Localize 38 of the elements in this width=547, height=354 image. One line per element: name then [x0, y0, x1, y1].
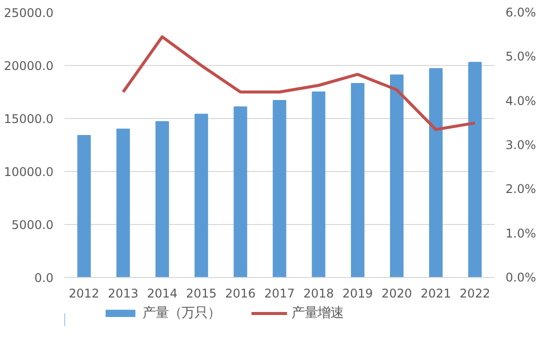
y2-tick-label: 3.0% — [506, 138, 536, 152]
x-tick-label: 2018 — [303, 286, 334, 300]
y-tick-label: 5000.0 — [12, 218, 54, 232]
x-tick-label: 2021 — [420, 286, 452, 300]
x-tick-label: 2019 — [342, 286, 373, 300]
y2-tick-label: 5.0% — [506, 50, 536, 64]
y-tick-label: 25000.0 — [4, 6, 54, 20]
x-tick-label: 2017 — [264, 286, 295, 300]
bar — [468, 62, 482, 278]
y2-tick-label: 2.0% — [506, 182, 536, 196]
bar — [77, 134, 91, 278]
x-tick-label: 2016 — [225, 286, 256, 300]
bar — [272, 100, 286, 278]
legend-label: 产量增速 — [292, 304, 344, 322]
x-tick-label: 2022 — [460, 286, 490, 300]
y-tick-label: 15000.0 — [4, 112, 54, 126]
bar — [312, 92, 326, 278]
y2-tick-label: 1.0% — [506, 226, 536, 240]
x-tick-label: 2013 — [108, 286, 138, 300]
bar — [116, 128, 130, 278]
legend-label: 产量（万只） — [142, 304, 220, 322]
y-tick-label: 20000.0 — [4, 59, 54, 73]
x-tick-label: 2014 — [146, 286, 178, 300]
y-tick-label: 10000.0 — [4, 165, 54, 179]
y2-tick-label: 6.0% — [506, 6, 536, 20]
bar — [155, 121, 169, 278]
bar — [234, 106, 248, 278]
x-tick-label: 2012 — [68, 286, 100, 300]
y-tick-label: 0.0 — [34, 271, 54, 285]
y2-tick-label: 0.0% — [506, 270, 536, 284]
bar — [429, 68, 443, 278]
y2-tick-label: 4.0% — [506, 94, 536, 108]
x-tick-label: 2020 — [382, 286, 412, 300]
bar — [350, 83, 364, 278]
x-tick-label: 2015 — [186, 286, 217, 300]
bar — [194, 114, 208, 278]
line-series — [122, 35, 476, 132]
bar — [390, 74, 404, 278]
